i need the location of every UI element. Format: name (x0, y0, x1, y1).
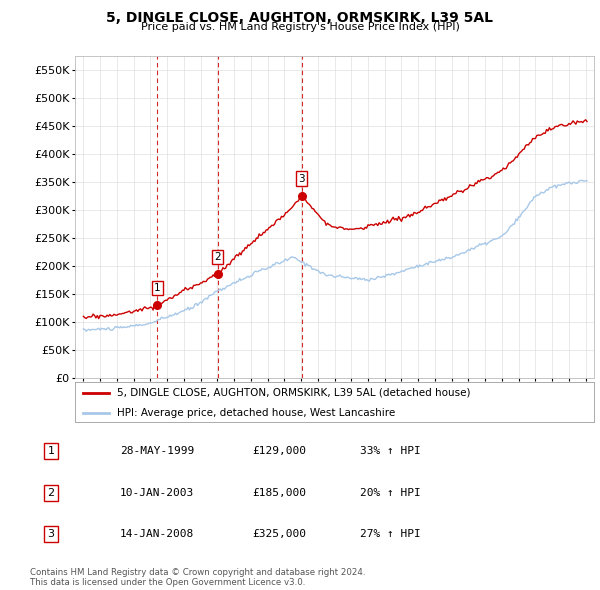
Text: £325,000: £325,000 (252, 529, 306, 539)
Text: 2: 2 (214, 252, 221, 262)
Text: HPI: Average price, detached house, West Lancashire: HPI: Average price, detached house, West… (116, 408, 395, 418)
Text: 28-MAY-1999: 28-MAY-1999 (120, 447, 194, 456)
Text: 27% ↑ HPI: 27% ↑ HPI (360, 529, 421, 539)
Text: 3: 3 (47, 529, 55, 539)
Text: 14-JAN-2008: 14-JAN-2008 (120, 529, 194, 539)
Text: 10-JAN-2003: 10-JAN-2003 (120, 488, 194, 497)
Text: 1: 1 (47, 447, 55, 456)
Text: 5, DINGLE CLOSE, AUGHTON, ORMSKIRK, L39 5AL: 5, DINGLE CLOSE, AUGHTON, ORMSKIRK, L39 … (107, 11, 493, 25)
Text: Price paid vs. HM Land Registry's House Price Index (HPI): Price paid vs. HM Land Registry's House … (140, 22, 460, 32)
Text: 20% ↑ HPI: 20% ↑ HPI (360, 488, 421, 497)
Text: 2: 2 (47, 488, 55, 497)
Text: 3: 3 (298, 173, 305, 183)
Text: £185,000: £185,000 (252, 488, 306, 497)
Text: 33% ↑ HPI: 33% ↑ HPI (360, 447, 421, 456)
Text: £129,000: £129,000 (252, 447, 306, 456)
Text: 1: 1 (154, 283, 161, 293)
Text: 5, DINGLE CLOSE, AUGHTON, ORMSKIRK, L39 5AL (detached house): 5, DINGLE CLOSE, AUGHTON, ORMSKIRK, L39 … (116, 388, 470, 398)
Text: Contains HM Land Registry data © Crown copyright and database right 2024.
This d: Contains HM Land Registry data © Crown c… (30, 568, 365, 587)
